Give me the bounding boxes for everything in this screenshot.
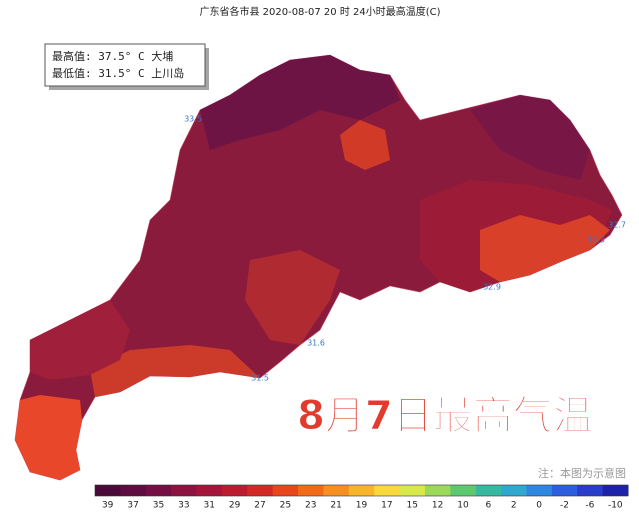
legend-tick-label: 35 [153,501,164,511]
legend-swatch [602,485,629,496]
region [15,395,82,480]
legend-swatch [348,485,375,496]
region [200,55,400,150]
station-label: 33.5 [184,115,202,124]
region [470,95,590,180]
legend-tick-label: 33 [178,501,189,511]
station-label: 31.6 [307,339,325,348]
legend-tick-label: 21 [330,501,341,511]
legend-swatch [272,485,299,496]
legend-tick-label: 17 [381,501,392,511]
legend-swatch [551,485,578,496]
region [340,120,390,170]
legend-swatch [221,485,248,496]
legend-tick-label: 39 [102,501,114,511]
province-map [14,54,623,481]
legend-tick-label: 29 [229,501,241,511]
max-value: 最高值: 37.5° C 大埔 [52,49,173,63]
legend-swatch [196,485,223,496]
legend-swatch [298,485,324,496]
region [480,215,610,282]
legend-tick-label: 15 [407,501,418,511]
legend-swatch [171,485,198,496]
legend-tick-label: 10 [457,501,469,511]
region [30,300,130,380]
legend-tick-label: 27 [254,501,265,511]
legend-swatch [145,485,172,496]
legend-tick-label: 19 [356,501,368,511]
station-label: 33.3 [587,236,605,245]
legend-tick-label: -10 [608,501,623,511]
legend-swatch [526,485,553,496]
legend-swatch [399,485,426,496]
map-title: 广东省各市县 2020-08-07 20 时 24小时最高温度(C) [199,5,440,18]
legend-swatch [424,485,451,496]
legend-tick-label: 2 [511,501,517,511]
box [44,43,206,87]
legend-swatch [450,485,477,496]
legend-tick-label: 31 [203,501,214,511]
legend-tick-label: 37 [127,501,138,511]
legend-tick-label: 25 [280,501,291,511]
legend-swatch [577,485,604,496]
legend-swatch [475,485,502,496]
legend-swatch [374,485,401,496]
legend-swatch [95,485,121,496]
station-label: 32.7 [608,221,626,230]
station-label: 32.9 [483,283,501,292]
legend-swatch [323,485,350,496]
legend-frame [94,484,629,497]
banner: 8月7日最高气温 [297,393,593,439]
color-legend: 39 37 35 33 31 29 27 25 23 21 19 17 15 12 10 6 2 0 -2 -6 -10 [94,484,629,511]
legend-tick-label: -6 [585,501,594,511]
stats-box: 最高值: 37.5° C 大埔 最低值: 31.5° C 上川岛 [44,43,209,90]
region [90,345,260,397]
region [245,250,340,345]
legend-tick-label: -2 [560,501,569,511]
legend-swatch [120,485,147,496]
legend-tick-label: 0 [536,501,542,511]
station-label: 31.5 [251,374,269,383]
station-labels: 33.5 32.9 32.733.3 31.6 31.5 [184,115,626,383]
legend-swatch [501,485,527,496]
min-value: 最低值: 31.5° C 上川岛 [52,66,184,80]
legend-swatch [247,485,274,496]
legend-tick-label: 12 [432,501,443,511]
note: 注：本图为示意图 [538,466,626,480]
legend-tick-label: 6 [486,501,492,511]
legend-tick-label: 23 [305,501,316,511]
